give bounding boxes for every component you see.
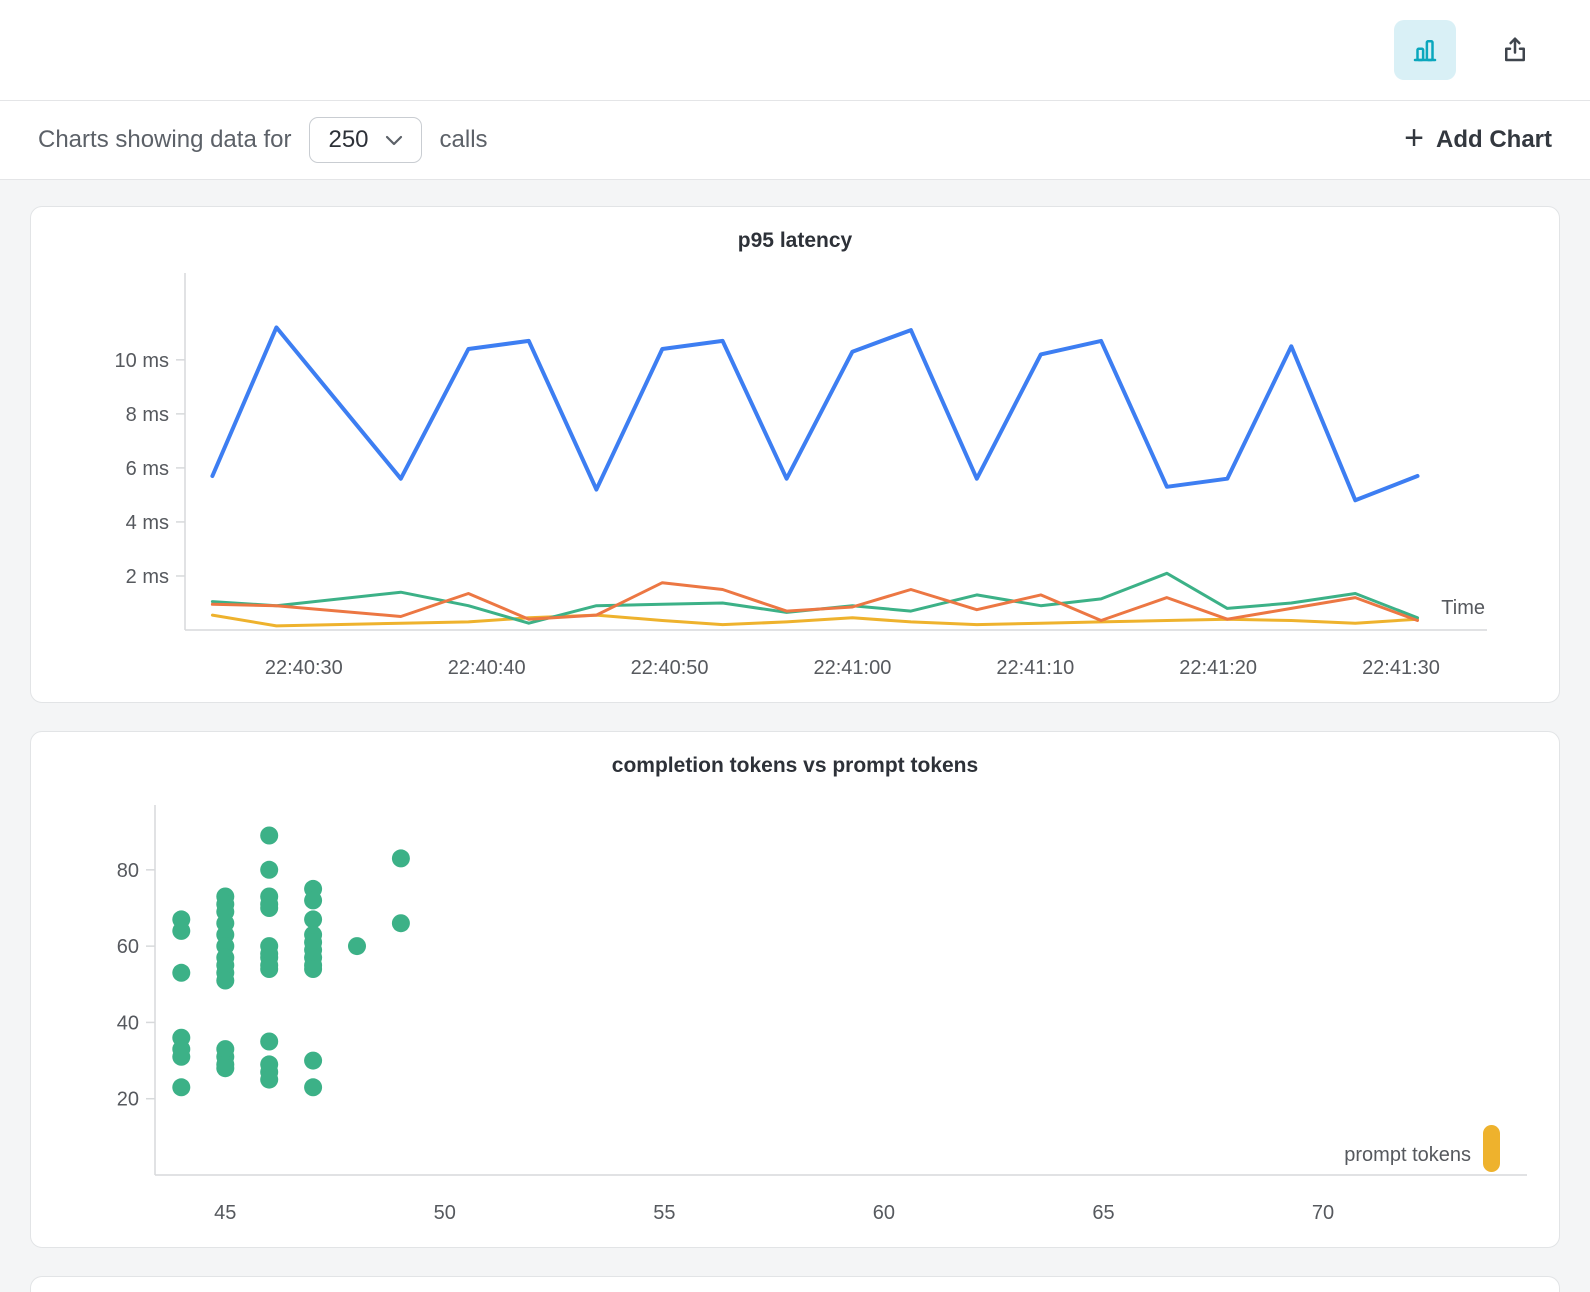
scatter-point — [304, 910, 323, 929]
scatter-point — [304, 1051, 323, 1070]
export-button[interactable] — [1484, 20, 1546, 80]
scatter-point — [172, 963, 191, 982]
y-tick-label: 80 — [117, 860, 139, 882]
add-chart-label: Add Chart — [1436, 126, 1552, 153]
scatter-point — [260, 1032, 279, 1051]
toolbar-text-prefix: Charts showing data for — [38, 126, 292, 153]
bar-chart-icon — [1413, 40, 1437, 62]
scatter-point — [260, 960, 279, 978]
topbar — [0, 0, 1590, 100]
x-tick-label: 22:40:50 — [631, 657, 709, 679]
charts-area: p95 latency 2 ms 4 ms 6 ms 8 ms 10 ms 22:40:3… — [0, 180, 1590, 1292]
x-tick-label: 22:40:40 — [448, 657, 526, 679]
share-icon — [1505, 37, 1525, 62]
charts-toolbar: Charts showing data for 250 calls + Add … — [0, 100, 1590, 180]
series-orange-line — [210, 581, 1419, 622]
y-tick-label: 20 — [117, 1089, 139, 1111]
scatter-point — [348, 937, 366, 956]
toolbar-text-suffix: calls — [439, 126, 488, 153]
scatter-point — [172, 921, 191, 940]
y-tick-label: 40 — [117, 1012, 139, 1034]
toolbar-left: Charts showing data for 250 calls — [38, 117, 488, 163]
scatter-point — [304, 1078, 323, 1097]
scatter-chart-title: completion tokens vs prompt tokens — [611, 754, 979, 777]
scatter-chart-card: completion tokens vs prompt tokens 20 40 6… — [30, 731, 1560, 1248]
latency-chart-card: p95 latency 2 ms 4 ms 6 ms 8 ms 10 ms 22:40:3… — [30, 206, 1560, 703]
x-tick-label: 50 — [434, 1202, 456, 1224]
y-tick-label: 2 ms — [126, 566, 169, 588]
calls-count-dropdown[interactable]: 250 — [309, 117, 422, 163]
plus-icon: + — [1404, 119, 1424, 157]
y-tick-label: 4 ms — [126, 512, 169, 534]
scatter-point — [304, 960, 323, 978]
scatter-point — [216, 1059, 235, 1078]
scatter-point — [260, 826, 279, 845]
chevron-down-icon — [385, 135, 402, 145]
scatter-point — [260, 1070, 279, 1089]
x-tick-label: 22:41:10 — [996, 657, 1074, 679]
x-tick-label: 65 — [1092, 1202, 1114, 1224]
x-tick-label: 22:41:30 — [1362, 657, 1440, 679]
topbar-actions — [1394, 20, 1546, 80]
calls-count-value: 250 — [328, 126, 369, 153]
y-tick-label: 10 ms — [115, 350, 169, 372]
x-tick-label: 60 — [873, 1202, 895, 1224]
scatter-point — [304, 891, 323, 910]
x-tick-label: 22:40:30 — [265, 657, 343, 679]
prompt-tokens-legend-marker — [1483, 1125, 1500, 1172]
tokens-scatter-chart[interactable]: 20 40 60 80 45 50 55 60 65 70 prompt tokens — [35, 780, 1555, 1245]
scatter-point — [172, 1078, 191, 1097]
series-blue-line — [210, 325, 1420, 503]
scatter-point — [391, 914, 410, 933]
scatter-point — [260, 899, 279, 917]
scatter-point — [391, 849, 410, 868]
x-tick-label: 70 — [1312, 1202, 1334, 1224]
scatter-point — [260, 860, 279, 879]
y-tick-label: 6 ms — [126, 458, 169, 480]
partial-chart-card — [30, 1276, 1560, 1292]
p95-latency-chart[interactable]: 2 ms 4 ms 6 ms 8 ms 10 ms 22:40:30 22:40:40 22:… — [35, 255, 1555, 700]
chart-view-button[interactable] — [1394, 20, 1456, 80]
scatter-point — [216, 971, 235, 990]
x-axis-label: Time — [1441, 597, 1485, 619]
latency-chart-title: p95 latency — [737, 229, 853, 252]
x-tick-label: 55 — [653, 1202, 675, 1224]
add-chart-button[interactable]: + Add Chart — [1404, 119, 1552, 157]
y-tick-label: 60 — [117, 936, 139, 958]
x-tick-label: 22:41:00 — [813, 657, 891, 679]
scatter-point — [172, 1047, 191, 1066]
x-axis-label: prompt tokens — [1344, 1144, 1471, 1166]
x-tick-label: 45 — [214, 1202, 236, 1224]
y-tick-label: 8 ms — [126, 404, 169, 426]
x-tick-label: 22:41:20 — [1179, 657, 1257, 679]
